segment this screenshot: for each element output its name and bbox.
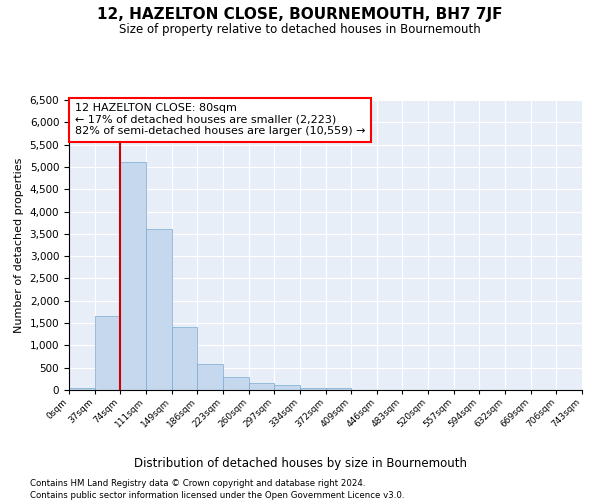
Bar bbox=[248, 384, 274, 390]
Bar bbox=[274, 385, 299, 390]
Bar bbox=[146, 230, 172, 390]
Bar bbox=[69, 388, 95, 390]
Text: Size of property relative to detached houses in Bournemouth: Size of property relative to detached ho… bbox=[119, 22, 481, 36]
Text: 12, HAZELTON CLOSE, BOURNEMOUTH, BH7 7JF: 12, HAZELTON CLOSE, BOURNEMOUTH, BH7 7JF bbox=[97, 8, 503, 22]
Bar bbox=[223, 376, 248, 390]
Text: Contains public sector information licensed under the Open Government Licence v3: Contains public sector information licen… bbox=[30, 491, 404, 500]
Text: 12 HAZELTON CLOSE: 80sqm
← 17% of detached houses are smaller (2,223)
82% of sem: 12 HAZELTON CLOSE: 80sqm ← 17% of detach… bbox=[74, 103, 365, 136]
Bar bbox=[172, 326, 197, 390]
Bar bbox=[95, 316, 120, 390]
Text: Distribution of detached houses by size in Bournemouth: Distribution of detached houses by size … bbox=[133, 458, 467, 470]
Bar bbox=[197, 364, 223, 390]
Bar bbox=[299, 388, 326, 390]
Y-axis label: Number of detached properties: Number of detached properties bbox=[14, 158, 24, 332]
Bar bbox=[120, 162, 146, 390]
Bar bbox=[326, 388, 352, 390]
Text: Contains HM Land Registry data © Crown copyright and database right 2024.: Contains HM Land Registry data © Crown c… bbox=[30, 479, 365, 488]
